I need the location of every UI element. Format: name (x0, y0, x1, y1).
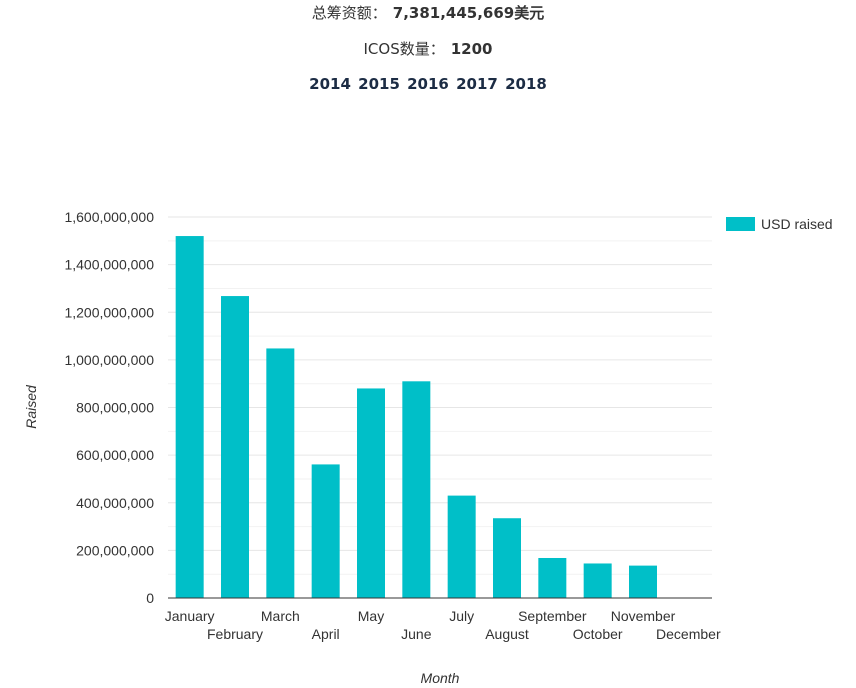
total-raised-label: 总筹资额： (311, 4, 387, 22)
year-selector: 2014 2015 2016 2017 2018 (0, 75, 856, 93)
y-tick-label: 400,000,000 (76, 495, 154, 511)
year-2018-link[interactable]: 2018 (505, 75, 547, 93)
y-axis-title: Raised (23, 384, 39, 429)
y-tick-label: 1,600,000,000 (64, 209, 154, 225)
y-tick-label: 1,200,000,000 (64, 304, 154, 320)
ico-count-line: ICOS数量： 1200 (0, 38, 856, 59)
year-2016-link[interactable]: 2016 (407, 75, 449, 93)
ico-count-value: 1200 (450, 40, 493, 58)
y-tick-label: 800,000,000 (76, 400, 154, 416)
x-tick-labels: January February March April May June July Augu… (165, 608, 721, 642)
x-tick-label-november: November (611, 608, 676, 624)
bar-april[interactable] (311, 464, 340, 598)
total-raised-line: 总筹资额： 7,381,445,669美元 (0, 2, 856, 23)
y-tick-label: 200,000,000 (76, 542, 154, 558)
x-tick-label-march: March (261, 608, 300, 624)
legend[interactable]: USD raised (726, 216, 833, 232)
y-tick-label: 600,000,000 (76, 447, 154, 463)
bar-january[interactable] (175, 236, 204, 599)
x-axis-title: Month (421, 670, 460, 686)
year-2015-link[interactable]: 2015 (358, 75, 400, 93)
bars (175, 236, 657, 599)
bar-november[interactable] (629, 565, 657, 598)
x-tick-label-april: April (312, 626, 340, 642)
legend-label-usd-raised: USD raised (761, 216, 833, 232)
x-tick-label-october: October (573, 626, 623, 642)
bar-july[interactable] (447, 495, 476, 598)
x-tick-label-may: May (358, 608, 384, 624)
bar-october[interactable] (583, 563, 612, 598)
y-tick-label: 0 (146, 590, 154, 606)
x-tick-label-february: February (207, 626, 263, 642)
year-2014-link[interactable]: 2014 (309, 75, 351, 93)
y-tick-label: 1,400,000,000 (64, 257, 154, 273)
y-tick-labels: 0 200,000,000 400,000,000 600,000,000 800,00… (64, 209, 154, 606)
x-tick-label-july: July (449, 608, 474, 624)
ico-count-label: ICOS数量： (363, 40, 445, 58)
bar-march[interactable] (266, 348, 295, 598)
x-tick-label-december: December (656, 626, 721, 642)
x-tick-label-september: September (518, 608, 587, 624)
bar-august[interactable] (493, 518, 521, 598)
x-tick-label-january: January (165, 608, 215, 624)
total-raised-value: 7,381,445,669美元 (392, 4, 545, 22)
x-tick-label-june: June (401, 626, 432, 642)
x-tick-label-august: August (485, 626, 529, 642)
grid-lines (168, 216, 712, 575)
bar-june[interactable] (402, 381, 431, 598)
bar-february[interactable] (221, 296, 249, 598)
bar-may[interactable] (357, 388, 385, 598)
y-tick-label: 1,000,000,000 (64, 352, 154, 368)
year-2017-link[interactable]: 2017 (456, 75, 498, 93)
legend-swatch-usd-raised (726, 217, 755, 231)
bar-september[interactable] (538, 557, 567, 598)
